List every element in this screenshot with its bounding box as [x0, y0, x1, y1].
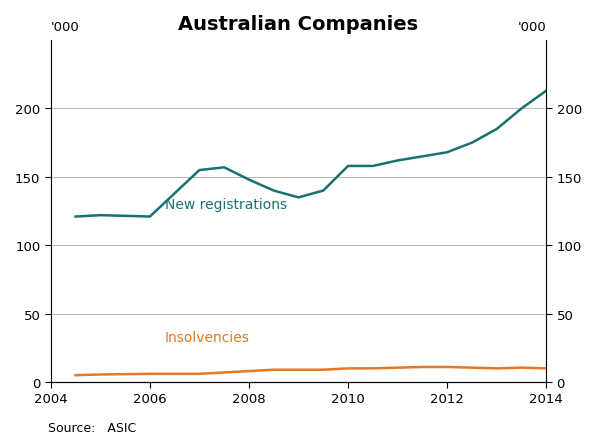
Text: '000: '000 — [51, 21, 79, 34]
Text: Insolvencies: Insolvencies — [165, 330, 250, 344]
Text: Source:   ASIC: Source: ASIC — [48, 420, 136, 434]
Text: New registrations: New registrations — [165, 198, 287, 212]
Text: '000: '000 — [518, 21, 546, 34]
Title: Australian Companies: Australian Companies — [179, 15, 418, 34]
